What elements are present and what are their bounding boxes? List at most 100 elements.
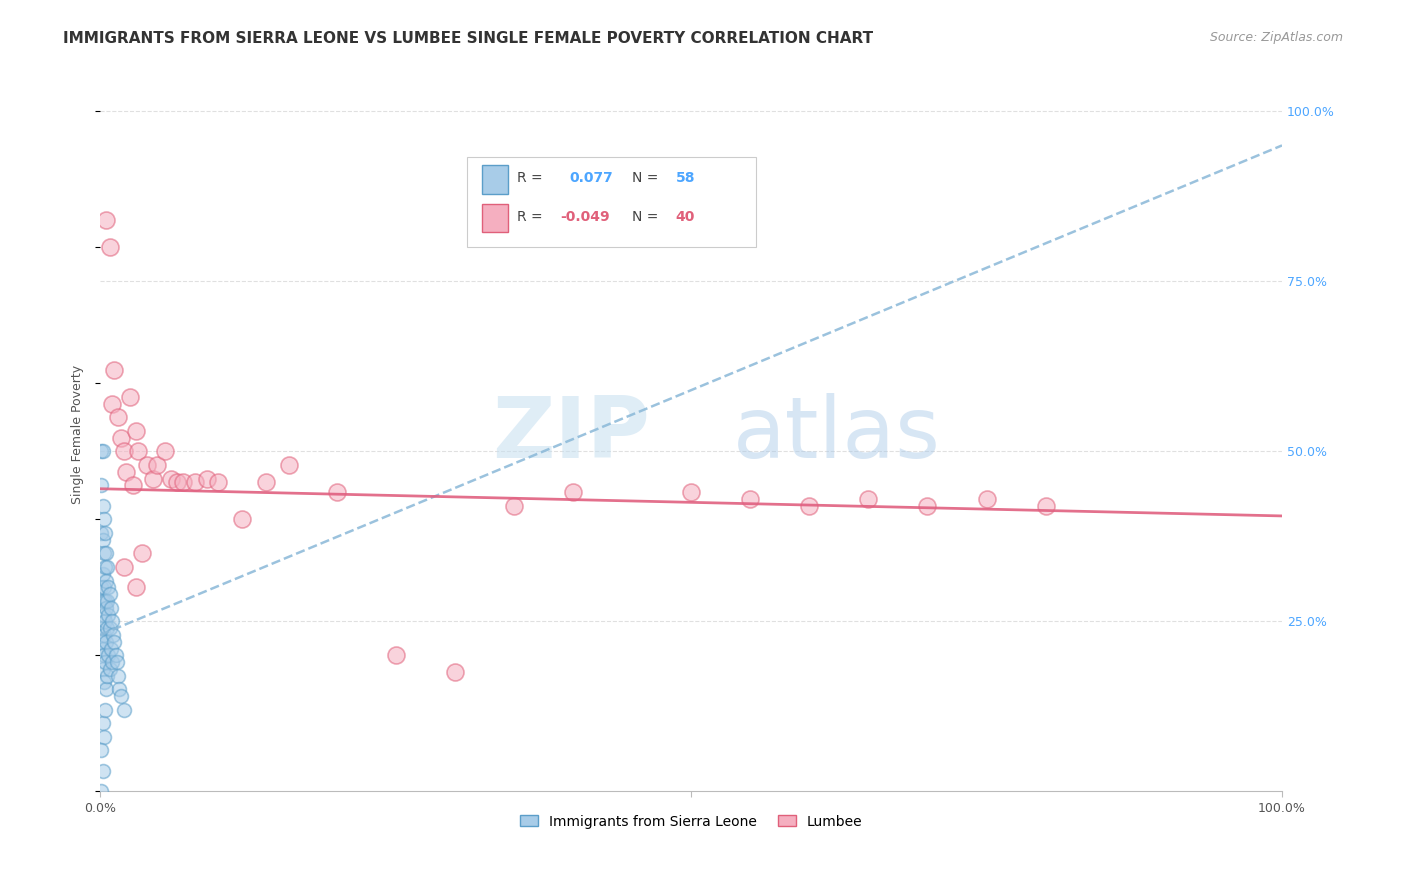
Bar xyxy=(482,203,508,232)
Point xyxy=(207,475,229,489)
Point xyxy=(184,475,207,489)
Point xyxy=(98,621,121,635)
Point xyxy=(91,533,114,547)
Point xyxy=(1035,499,1057,513)
Point xyxy=(94,703,117,717)
Point xyxy=(160,471,183,485)
Point xyxy=(96,560,118,574)
Point xyxy=(112,703,135,717)
Point xyxy=(94,615,117,629)
Point xyxy=(101,615,124,629)
Point xyxy=(124,580,146,594)
Text: -0.049: -0.049 xyxy=(560,210,610,224)
Point xyxy=(94,560,117,574)
Point xyxy=(94,682,117,697)
Text: Source: ZipAtlas.com: Source: ZipAtlas.com xyxy=(1209,31,1343,45)
Point xyxy=(278,458,301,472)
Point xyxy=(94,600,117,615)
Point xyxy=(103,628,125,642)
Point xyxy=(502,499,524,513)
Point xyxy=(561,485,583,500)
Point xyxy=(91,621,114,635)
Point xyxy=(195,471,218,485)
Point xyxy=(110,431,132,445)
Point xyxy=(94,594,117,608)
Text: N =: N = xyxy=(633,210,658,224)
Point xyxy=(112,560,135,574)
Point xyxy=(98,587,121,601)
Text: 40: 40 xyxy=(676,210,695,224)
Bar xyxy=(482,165,508,194)
Point xyxy=(90,478,112,492)
Point xyxy=(90,525,112,540)
Point xyxy=(90,444,112,458)
Point xyxy=(93,675,115,690)
Point xyxy=(94,634,117,648)
Text: R =: R = xyxy=(517,210,543,224)
Point xyxy=(799,499,821,513)
Point xyxy=(96,594,118,608)
Point xyxy=(93,512,115,526)
Text: ZIP: ZIP xyxy=(492,392,650,475)
Point xyxy=(172,475,194,489)
Text: 0.077: 0.077 xyxy=(569,171,613,185)
Point xyxy=(97,580,120,594)
Point xyxy=(96,669,118,683)
Point xyxy=(93,580,115,594)
Point xyxy=(93,628,115,642)
Point xyxy=(127,444,149,458)
Point xyxy=(105,655,128,669)
Point xyxy=(94,213,117,227)
Point xyxy=(110,689,132,703)
Point xyxy=(94,574,117,588)
Point xyxy=(107,669,129,683)
Point xyxy=(104,648,127,663)
Point xyxy=(91,662,114,676)
Point xyxy=(91,764,114,778)
Point xyxy=(858,491,880,506)
Point xyxy=(90,784,112,798)
Point xyxy=(917,499,939,513)
Point xyxy=(93,648,115,663)
Point xyxy=(101,397,124,411)
Point xyxy=(443,665,465,680)
Point xyxy=(93,546,115,560)
Point xyxy=(93,607,115,622)
Point xyxy=(325,485,347,500)
Point xyxy=(94,546,117,560)
Point xyxy=(115,465,138,479)
Point xyxy=(384,648,406,663)
Text: IMMIGRANTS FROM SIERRA LEONE VS LUMBEE SINGLE FEMALE POVERTY CORRELATION CHART: IMMIGRANTS FROM SIERRA LEONE VS LUMBEE S… xyxy=(63,31,873,46)
Point xyxy=(98,240,121,254)
Point xyxy=(90,634,112,648)
Point xyxy=(98,662,121,676)
Point xyxy=(97,648,120,663)
Point xyxy=(96,621,118,635)
Point xyxy=(97,607,120,622)
Point xyxy=(155,444,177,458)
Point xyxy=(100,600,122,615)
Point xyxy=(100,641,122,656)
Point xyxy=(90,743,112,757)
Point xyxy=(136,458,159,472)
Point xyxy=(142,471,165,485)
Point xyxy=(91,566,114,581)
Point xyxy=(107,410,129,425)
Point xyxy=(91,594,114,608)
Point xyxy=(101,655,124,669)
Point xyxy=(131,546,153,560)
Point xyxy=(94,655,117,669)
Point xyxy=(146,458,169,472)
Point xyxy=(740,491,762,506)
Y-axis label: Single Female Poverty: Single Female Poverty xyxy=(72,365,84,504)
Text: 58: 58 xyxy=(676,171,695,185)
Legend: Immigrants from Sierra Leone, Lumbee: Immigrants from Sierra Leone, Lumbee xyxy=(515,809,868,834)
Point xyxy=(122,478,145,492)
Point xyxy=(118,390,141,404)
Point xyxy=(231,512,253,526)
Point xyxy=(94,525,117,540)
FancyBboxPatch shape xyxy=(467,157,756,246)
Point xyxy=(681,485,703,500)
Point xyxy=(91,641,114,656)
Point xyxy=(108,682,131,697)
